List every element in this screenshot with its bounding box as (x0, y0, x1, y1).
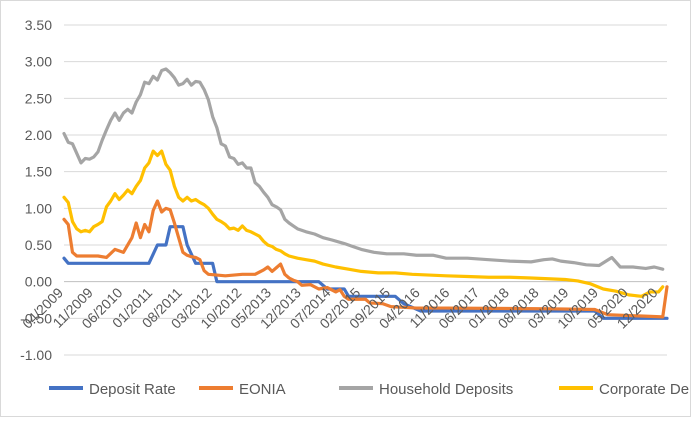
legend-label: Deposit Rate (89, 381, 176, 398)
legend: Deposit Rate EONIA Household Deposits Corpo… (49, 381, 691, 398)
y-tick-label: 3.00 (25, 54, 52, 70)
y-tick-label: 0.50 (25, 237, 52, 253)
y-tick-label: 1.00 (25, 200, 52, 216)
legend-item-corporate-deposits: Corporate Deposits (559, 381, 691, 398)
series-line-household-deposits (62, 67, 665, 271)
y-axis-tick-labels: 3.50 3.00 2.50 2.00 1.50 1.00 0.50 0.00 -0.50 -1.… (20, 17, 52, 363)
series-line-corporate-deposits (62, 149, 665, 298)
y-tick-label: -0.50 (20, 310, 52, 326)
y-tick-label: 2.00 (25, 127, 52, 143)
y-tick-label: -1.00 (20, 347, 52, 363)
legend-item-household-deposits: Household Deposits (339, 381, 513, 398)
legend-item-deposit-rate: Deposit Rate (49, 381, 176, 398)
legend-label: EONIA (239, 381, 286, 398)
legend-label: Corporate Deposits (599, 381, 690, 398)
legend-label: Household Deposits (379, 381, 513, 398)
y-tick-label: 2.50 (25, 90, 52, 106)
y-tick-label: 3.50 (25, 17, 52, 33)
series-lines (62, 67, 669, 320)
legend-item-eonia: EONIA (199, 381, 286, 398)
y-tick-label: 0.00 (25, 274, 52, 290)
series-line-eonia (62, 199, 669, 319)
y-tick-label: 1.50 (25, 164, 52, 180)
